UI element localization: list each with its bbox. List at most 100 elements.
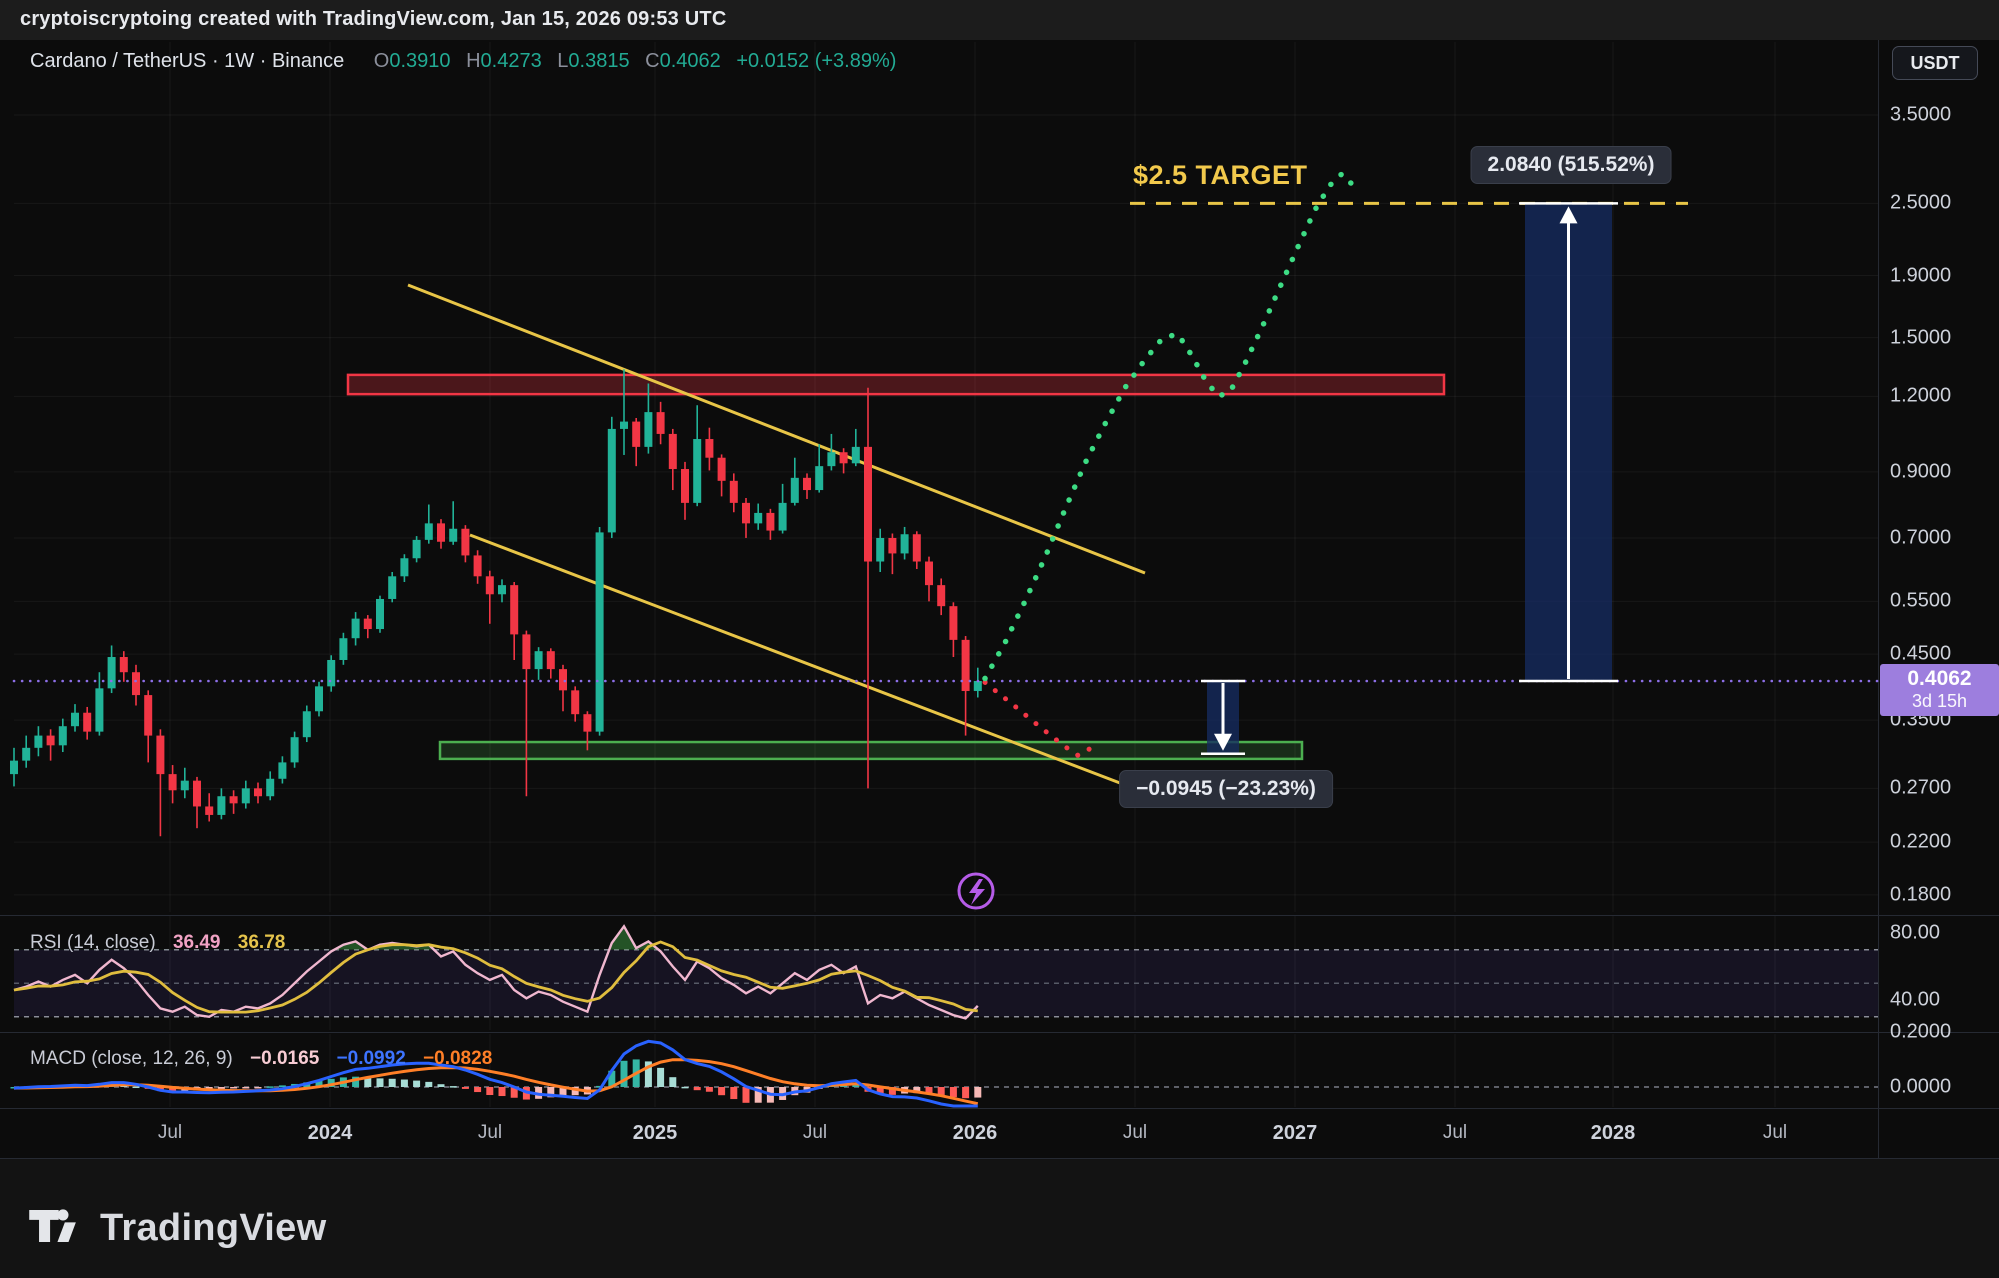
candle-body <box>266 778 275 797</box>
pane-separator-rsi[interactable] <box>0 915 1999 916</box>
pane-separator-macd[interactable] <box>0 1032 1999 1033</box>
candle-body <box>729 480 738 503</box>
bullish-projection-path[interactable] <box>982 169 1359 682</box>
macd-histogram-bar <box>754 1087 762 1103</box>
macd-histogram-bar <box>449 1086 457 1088</box>
candle-body <box>717 457 726 481</box>
macd-histogram-bar <box>913 1087 921 1094</box>
price-axis-label: 0.7000 <box>1890 526 1952 549</box>
time-axis-year-label: 2028 <box>1590 1122 1636 1144</box>
macd-histogram-bar <box>949 1087 957 1098</box>
candle-body <box>241 788 250 804</box>
tradingview-logo[interactable]: TradingView <box>28 1204 326 1253</box>
candle-body <box>388 576 397 599</box>
target-annotation-text[interactable]: $2.5 TARGET <box>1133 160 1308 190</box>
candle-body <box>693 439 702 503</box>
macd-histogram-bar <box>742 1087 750 1103</box>
candle-body <box>400 558 409 577</box>
price-axis-label: 3.5000 <box>1890 103 1952 126</box>
candle-body <box>339 638 348 660</box>
macd-histogram-bar <box>364 1077 372 1087</box>
candle-body <box>595 532 604 732</box>
candle-body <box>778 502 787 531</box>
candle-body <box>412 539 421 559</box>
macd-title[interactable]: MACD <box>30 1048 86 1069</box>
symbol-title[interactable]: Cardano / TetherUS · 1W · Binance <box>30 50 345 72</box>
rsi-legend[interactable]: RSI (14, close) 36.49 36.78 <box>30 932 285 954</box>
symbol-legend[interactable]: Cardano / TetherUS · 1W · Binance O0.391… <box>30 50 896 73</box>
macd-histogram-bar <box>486 1087 494 1096</box>
candle-body <box>937 585 946 607</box>
macd-histogram-bar <box>315 1080 323 1087</box>
price-axis-label: 0.4500 <box>1890 642 1952 665</box>
price-axis-label: 0.9000 <box>1890 460 1952 483</box>
candle-body <box>327 659 336 687</box>
time-axis-month-label: Jul <box>477 1122 503 1143</box>
supply-zone-box[interactable] <box>346 373 1446 396</box>
macd-legend[interactable]: MACD (close, 12, 26, 9) −0.0165 −0.0992 … <box>30 1048 492 1070</box>
price-axis-label: 0.1800 <box>1890 883 1952 906</box>
candle-body <box>620 421 628 429</box>
candle-body <box>254 788 262 797</box>
close-value: 0.4062 <box>659 50 721 72</box>
macd-histogram-bar <box>352 1076 360 1087</box>
macd-histogram-bar <box>461 1087 469 1089</box>
rsi-value: 36.49 <box>172 932 221 953</box>
macd-histogram-bar <box>327 1078 335 1087</box>
trendline-upper[interactable] <box>407 283 1146 575</box>
candle-body <box>437 523 445 542</box>
candle-body <box>144 695 153 736</box>
macd-histogram-bar <box>657 1067 665 1087</box>
rsi-title[interactable]: RSI <box>30 932 62 953</box>
candle-body <box>156 735 165 775</box>
candle-body <box>449 528 458 542</box>
demand-zone-box[interactable] <box>438 740 1304 761</box>
macd-histogram-bar <box>596 1085 604 1088</box>
macd-histogram-bar <box>669 1077 677 1087</box>
candle-body <box>83 712 92 732</box>
candle-body <box>315 686 323 712</box>
candle-body <box>973 680 982 692</box>
candle-body <box>46 735 55 746</box>
macd-line <box>13 1039 978 1108</box>
candle-body <box>790 477 799 503</box>
candle-body <box>132 672 140 696</box>
tradingview-logo-icon <box>28 1204 82 1253</box>
macd-histogram-bar <box>974 1087 982 1098</box>
macd-histogram-bar <box>169 1087 177 1092</box>
candle-body <box>510 585 519 635</box>
currency-toggle-button[interactable]: USDT <box>1892 46 1978 80</box>
candle-body <box>522 634 531 670</box>
top-attribution-bar: cryptoiscryptoing created with TradingVi… <box>0 0 1999 41</box>
watermark-attribution: cryptoiscryptoing created with TradingVi… <box>20 8 727 30</box>
candle-body <box>10 760 18 775</box>
open-label: O <box>373 50 390 72</box>
time-axis-month-label: Jul <box>1762 1122 1788 1143</box>
macd-histogram-bar <box>547 1087 555 1098</box>
down-measure-arrow-head <box>1214 733 1232 751</box>
candle-body <box>205 806 214 815</box>
candle-body <box>925 561 933 586</box>
macd-histogram-bar <box>474 1087 482 1093</box>
candle-body <box>668 433 677 470</box>
rsi-ma-value: 36.78 <box>237 932 286 953</box>
chart-bottom-border <box>0 1158 1999 1159</box>
bar-countdown: 3d 15h <box>1911 691 1968 712</box>
close-label: C <box>645 50 660 72</box>
macd-histogram-bar <box>876 1087 884 1095</box>
candle-body <box>876 537 885 562</box>
bearish-projection-path[interactable] <box>982 679 1099 759</box>
price-axis-label: 0.2200 <box>1890 830 1952 853</box>
time-axis-year-label: 2024 <box>307 1122 353 1144</box>
trendline-lower[interactable] <box>469 533 1121 785</box>
macd-histogram-bar <box>644 1061 652 1087</box>
candle-body <box>754 512 763 524</box>
macd-axis-label: 0.2000 <box>1890 1020 1952 1043</box>
macd-histogram-bar <box>437 1084 445 1087</box>
macd-histogram-bar <box>230 1087 238 1089</box>
macd-histogram-bar <box>571 1087 579 1096</box>
candle-body <box>839 452 848 464</box>
macd-histogram-bar <box>937 1087 945 1096</box>
